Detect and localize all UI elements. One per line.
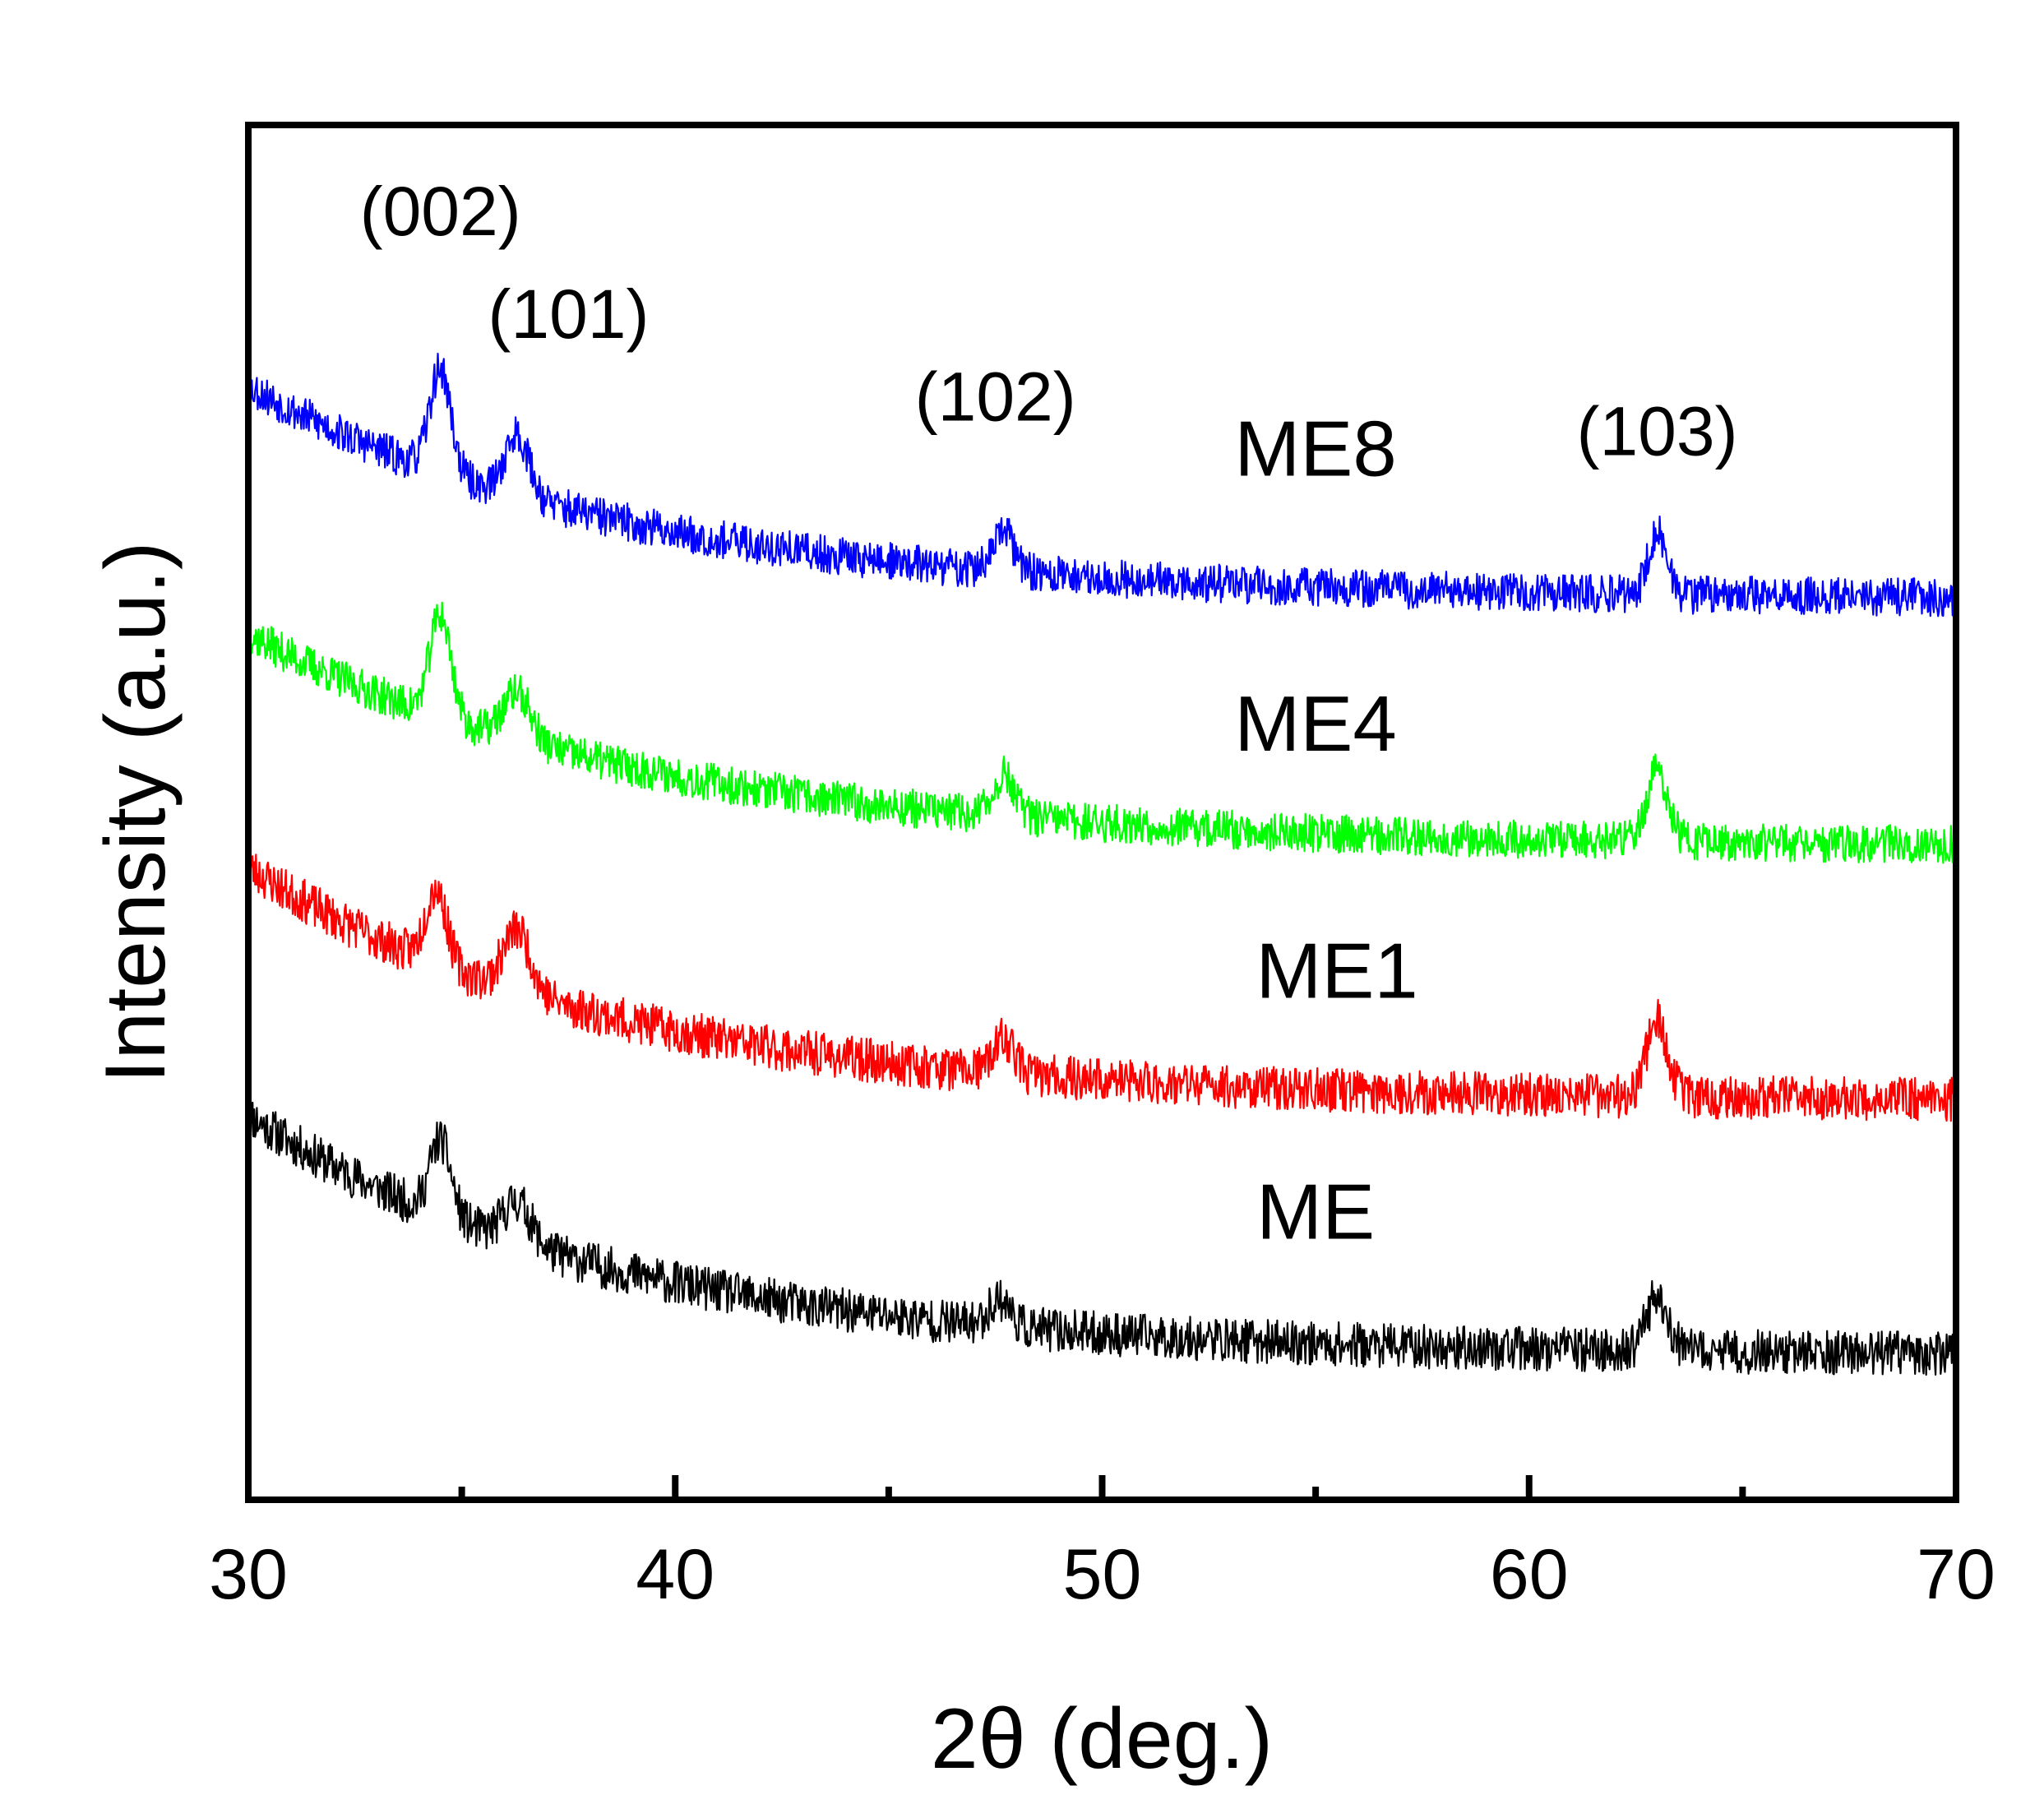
- x-tick-label: 60: [1490, 1535, 1569, 1614]
- series-me1-line: [247, 853, 1958, 1122]
- series-label-me8: ME8: [1234, 405, 1396, 493]
- series-label-me: ME: [1256, 1168, 1375, 1256]
- annotation-layer: (002) (101) (102) (103) ME8 ME4 ME1 ME: [360, 173, 1738, 1256]
- x-tick-label: 30: [209, 1535, 288, 1614]
- peak-label: (103): [1576, 392, 1737, 470]
- series-layer: [247, 353, 1958, 1376]
- x-tick-label: 50: [1063, 1535, 1142, 1614]
- tick-layer: 30 40 50 60 70: [209, 1475, 1995, 1614]
- x-axis-title: 2θ (deg.): [931, 1691, 1273, 1787]
- peak-label: (101): [488, 275, 649, 353]
- peak-label: (002): [360, 173, 521, 250]
- series-me8-line: [247, 353, 1958, 618]
- peak-label: (102): [915, 358, 1076, 435]
- series-me4-line: [247, 601, 1958, 864]
- series-label-me1: ME1: [1256, 928, 1417, 1015]
- series-label-me4: ME4: [1234, 680, 1396, 768]
- series-me-line: [247, 1101, 1958, 1376]
- x-tick-label: 70: [1917, 1535, 1995, 1614]
- x-tick-label: 40: [636, 1535, 714, 1614]
- y-axis-title: Intensity (a.u.): [88, 542, 183, 1084]
